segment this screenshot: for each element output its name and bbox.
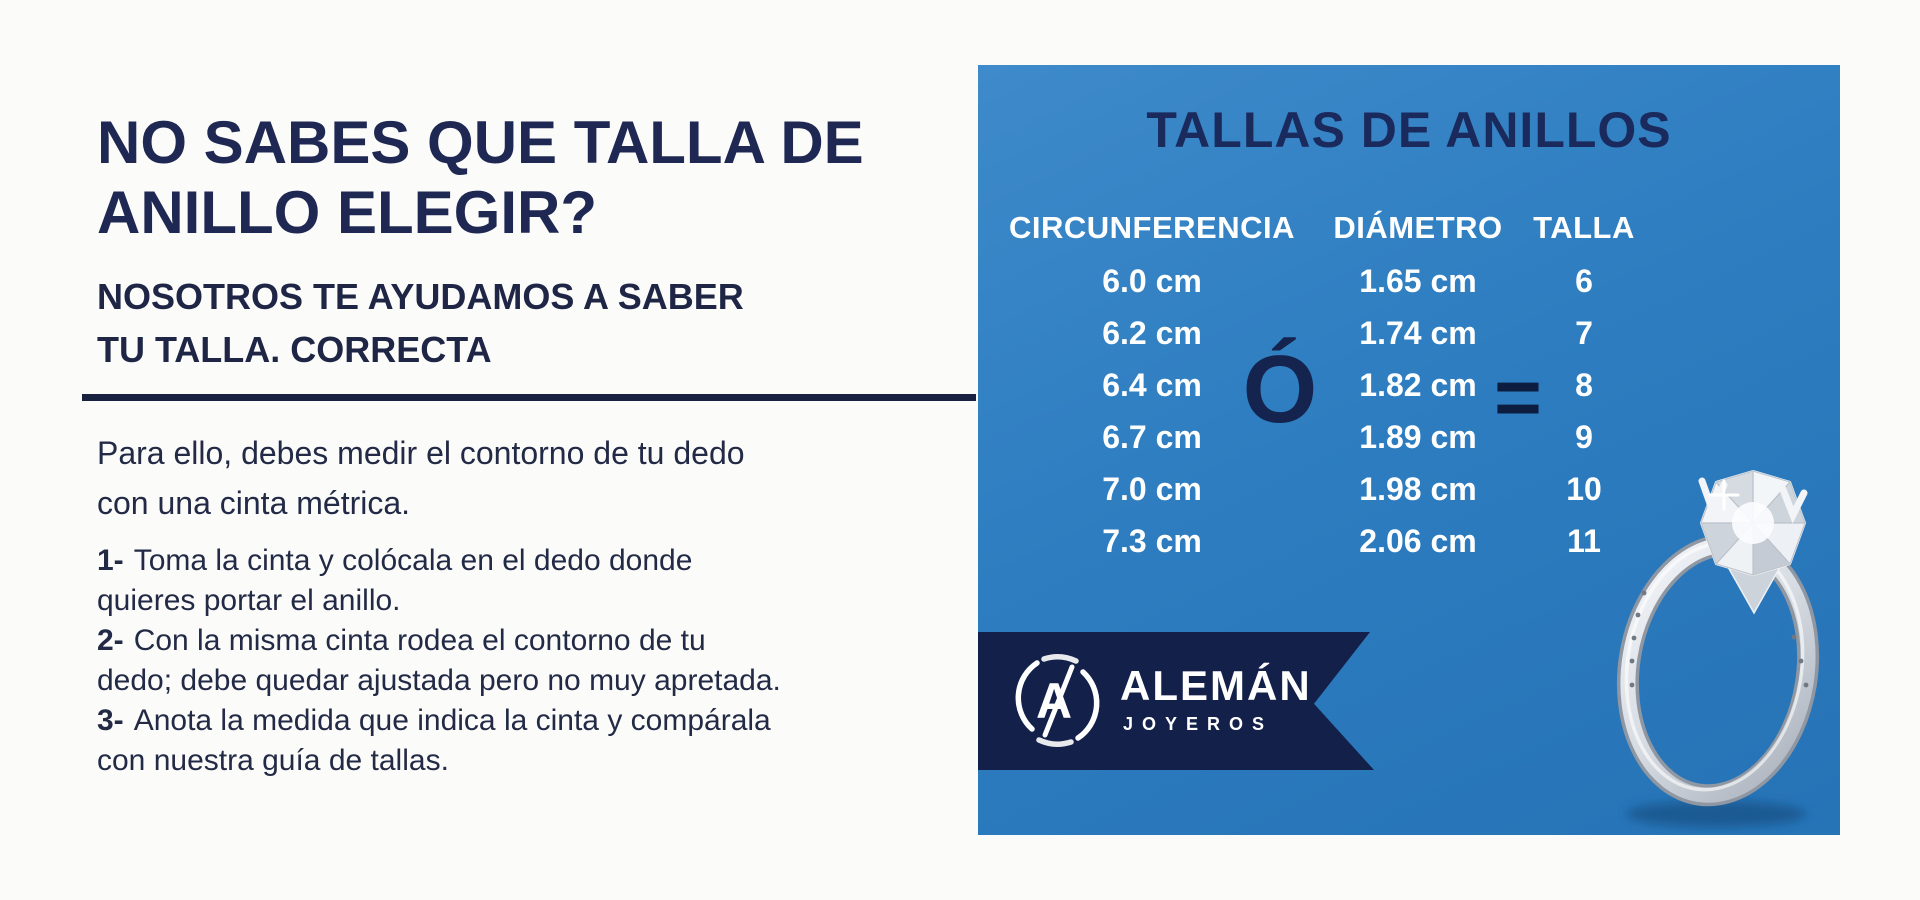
circumference-value: 6.7 cm bbox=[1102, 419, 1202, 455]
monogram-letter: A bbox=[1036, 673, 1072, 729]
ring-band bbox=[1616, 533, 1820, 807]
divider-line bbox=[82, 394, 976, 401]
size-value: 7 bbox=[1575, 315, 1593, 351]
size-chart-panel: TALLAS DE ANILLOS CIRCUNFERENCIA DIÁMETR… bbox=[978, 65, 1840, 835]
table-row: 6.4 cm 1.82 cm 8 bbox=[978, 367, 1840, 413]
sparkle bbox=[1708, 479, 1740, 511]
diameter-value: 1.98 cm bbox=[1359, 471, 1477, 507]
brand-text: ALEMÁN JOYEROS bbox=[1120, 662, 1312, 735]
brand-tagline: JOYEROS bbox=[1123, 714, 1274, 734]
intro-line1: Para ello, debes medir el contorno de tu… bbox=[97, 435, 745, 471]
column-header-circumference: CIRCUNFERENCIA bbox=[1009, 210, 1295, 245]
size-value: 8 bbox=[1575, 367, 1593, 403]
circumference-value: 7.3 cm bbox=[1102, 523, 1202, 559]
size-value: 11 bbox=[1567, 523, 1601, 559]
step-3-text-line2: con nuestra guía de tallas. bbox=[97, 744, 449, 777]
equals-symbol: = bbox=[1494, 352, 1542, 443]
diameter-value: 1.82 cm bbox=[1359, 367, 1477, 403]
brand-name: ALEMÁN bbox=[1120, 662, 1312, 709]
circumference-value: 7.0 cm bbox=[1102, 471, 1202, 507]
aleman-monogram-icon: A bbox=[1015, 654, 1100, 747]
step-3-text-line1: Anota la medida que indica la cinta y co… bbox=[133, 704, 771, 737]
page-title-line2: ANILLO ELEGIR? bbox=[97, 179, 597, 246]
circumference-value: 6.4 cm bbox=[1102, 367, 1202, 403]
table-row: 7.0 cm 1.98 cm 10 bbox=[978, 471, 1840, 517]
pave-diamonds bbox=[1629, 590, 1809, 688]
diameter-value: 2.06 cm bbox=[1359, 523, 1477, 559]
step-3: 3- Anota la medida que indica la cinta y … bbox=[97, 701, 857, 781]
intro-line2: con una cinta métrica. bbox=[97, 485, 411, 521]
table-row: 7.3 cm 2.06 cm 11 bbox=[978, 523, 1840, 569]
step-2-number: 2- bbox=[97, 624, 124, 657]
step-3-number: 3- bbox=[97, 704, 124, 737]
prong bbox=[1698, 477, 1728, 518]
step-1: 1- Toma la cinta y colócala en el dedo do… bbox=[97, 541, 857, 621]
ring-head bbox=[1698, 469, 1808, 615]
step-1-text-line2: quieres portar el anillo. bbox=[97, 584, 401, 617]
size-value: 6 bbox=[1575, 263, 1593, 299]
circumference-value: 6.0 cm bbox=[1102, 263, 1202, 299]
intro-paragraph: Para ello, debes medir el contorno de tu… bbox=[97, 428, 837, 528]
table-row: 6.7 cm 1.89 cm 9 bbox=[978, 419, 1840, 465]
column-header-size: TALLA bbox=[1533, 210, 1635, 245]
step-2-text-line1: Con la misma cinta rodea el contorno de … bbox=[133, 624, 706, 657]
steps-list: 1- Toma la cinta y colócala en el dedo do… bbox=[97, 541, 857, 781]
diameter-value: 1.65 cm bbox=[1359, 263, 1477, 299]
page-subtitle-line1: NOSOTROS TE AYUDAMOS A SABER bbox=[97, 276, 744, 317]
page-subtitle-line2: TU TALLA. CORRECTA bbox=[97, 329, 492, 370]
step-2: 2- Con la misma cinta rodea el contorno d… bbox=[97, 621, 857, 701]
column-header-diameter: DIÁMETRO bbox=[1333, 210, 1503, 245]
step-1-text-line1: Toma la cinta y colócala en el dedo dond… bbox=[133, 544, 693, 577]
size-value: 10 bbox=[1566, 471, 1602, 507]
size-chart-title: TALLAS DE ANILLOS bbox=[1146, 102, 1672, 158]
diameter-value: 1.74 cm bbox=[1359, 315, 1477, 351]
circumference-value: 6.2 cm bbox=[1102, 315, 1202, 351]
page-subtitle: NOSOTROS TE AYUDAMOS A SABER TU TALLA. C… bbox=[97, 270, 744, 376]
or-symbol: Ó bbox=[1242, 336, 1318, 443]
step-1-number: 1- bbox=[97, 544, 124, 577]
table-row: 6.2 cm 1.74 cm 7 bbox=[978, 315, 1840, 361]
brand-ribbon: A ALEMÁN JOYEROS bbox=[978, 632, 1374, 770]
size-value: 9 bbox=[1575, 419, 1593, 455]
page-title-line1: NO SABES QUE TALLA DE bbox=[97, 109, 864, 176]
step-2-text-line2: dedo; debe quedar ajustada pero no muy a… bbox=[97, 664, 781, 697]
diameter-value: 1.89 cm bbox=[1359, 419, 1477, 455]
diamond-ring-image bbox=[1616, 469, 1820, 827]
ring-shadow bbox=[1626, 801, 1806, 827]
page-title: NO SABES QUE TALLA DE ANILLO ELEGIR? bbox=[97, 108, 864, 248]
table-row: 6.0 cm 1.65 cm 6 bbox=[978, 263, 1840, 309]
prong bbox=[1778, 483, 1808, 524]
